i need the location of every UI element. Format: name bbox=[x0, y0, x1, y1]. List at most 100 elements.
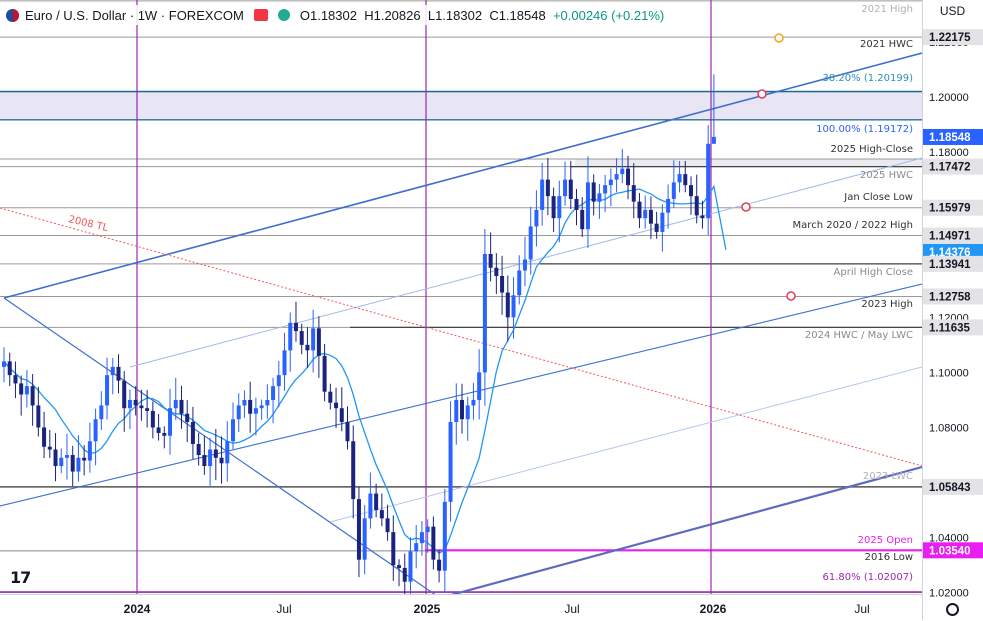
candle-body bbox=[591, 182, 596, 202]
level-label: April High Close bbox=[834, 267, 913, 278]
candle-body bbox=[517, 270, 522, 296]
high-value: H1.20826 bbox=[364, 7, 421, 23]
time-axis[interactable] bbox=[0, 594, 922, 621]
level-label: Jan Close Low bbox=[843, 192, 913, 203]
candle-body bbox=[82, 457, 87, 461]
candle-body bbox=[185, 413, 190, 422]
candle-body bbox=[334, 402, 339, 409]
candle-body bbox=[374, 493, 379, 511]
candle-body bbox=[671, 182, 676, 199]
price-axis[interactable] bbox=[922, 0, 983, 620]
candle-body bbox=[19, 383, 24, 395]
candle-body bbox=[47, 446, 52, 450]
candle-body bbox=[540, 179, 545, 210]
candle-body bbox=[694, 196, 699, 216]
candle-body bbox=[311, 328, 316, 351]
candle-body bbox=[471, 399, 476, 406]
candle-body bbox=[626, 168, 631, 186]
candle-body bbox=[631, 185, 636, 202]
channel-base-line bbox=[450, 465, 922, 594]
candle-body bbox=[253, 408, 258, 414]
candle-body bbox=[105, 375, 110, 406]
symbol-header[interactable]: Euro / U.S. Dollar · 1W · FOREXCOM O1.18… bbox=[6, 5, 665, 25]
fib-band-zone bbox=[0, 91, 922, 120]
candle-body bbox=[528, 226, 533, 260]
candle-body bbox=[76, 457, 81, 472]
candle-body bbox=[168, 408, 173, 436]
candle-body bbox=[545, 179, 550, 197]
alert-icon[interactable] bbox=[253, 9, 268, 21]
market-status-icon[interactable] bbox=[277, 9, 290, 21]
candle-body bbox=[385, 518, 390, 533]
candle-body bbox=[494, 267, 499, 277]
candle-body bbox=[442, 501, 447, 571]
candle-body bbox=[585, 182, 590, 230]
candle-body bbox=[603, 185, 608, 194]
candle-body bbox=[482, 253, 487, 373]
candle-body bbox=[150, 410, 155, 428]
candle-body bbox=[265, 399, 270, 406]
candle-body bbox=[683, 174, 688, 186]
candle-body bbox=[316, 328, 321, 356]
level-label: 38.20% (1.20199) bbox=[823, 73, 914, 84]
candle-body bbox=[500, 276, 505, 293]
candle-body bbox=[351, 441, 356, 500]
candle-body bbox=[437, 559, 442, 571]
candle-body bbox=[271, 386, 276, 400]
candle-body bbox=[608, 179, 613, 186]
level-label: 2025 High-Close bbox=[831, 144, 913, 155]
candle-body bbox=[53, 449, 58, 467]
candle-body bbox=[620, 168, 625, 175]
candle-body bbox=[196, 444, 201, 456]
lower-channel-line bbox=[0, 283, 922, 507]
tradingview-logo[interactable]: 17 bbox=[10, 568, 31, 587]
candle-body bbox=[208, 449, 213, 467]
target-marker-orange bbox=[774, 33, 784, 43]
candle-body bbox=[213, 449, 218, 458]
tl-2008-line bbox=[0, 207, 922, 467]
candle-body bbox=[110, 366, 115, 376]
candle-body bbox=[419, 532, 424, 544]
channel-marker bbox=[786, 291, 796, 301]
candle-body bbox=[231, 419, 235, 442]
low-value: L1.18302 bbox=[427, 7, 483, 23]
candle-body bbox=[133, 399, 138, 406]
candle-body bbox=[379, 510, 384, 519]
candle-body bbox=[288, 322, 293, 351]
candle-body bbox=[660, 212, 665, 232]
candle-body bbox=[202, 455, 207, 467]
candle-body bbox=[293, 322, 298, 332]
pitchfork-lower bbox=[329, 366, 922, 523]
level-label: 2023 LWC bbox=[863, 471, 913, 482]
candle-body bbox=[64, 455, 69, 458]
candle-body bbox=[328, 391, 333, 403]
settings-gear-icon[interactable] bbox=[946, 603, 959, 616]
candle-body bbox=[368, 493, 373, 519]
candle-body bbox=[7, 361, 12, 376]
candle-body bbox=[339, 408, 344, 422]
level-label: March 2020 / 2022 High bbox=[793, 220, 913, 231]
candle-body bbox=[173, 399, 178, 409]
candle-body bbox=[574, 198, 579, 210]
chart-background bbox=[0, 0, 922, 594]
candle-body bbox=[99, 405, 104, 420]
level-label: 61.80% (1.02007) bbox=[823, 572, 914, 583]
candle-body bbox=[162, 432, 167, 436]
candle-body bbox=[648, 209, 653, 224]
candle-body bbox=[414, 543, 419, 552]
candle-body bbox=[282, 350, 287, 376]
candle-body bbox=[93, 419, 98, 442]
candle-body bbox=[145, 408, 150, 411]
candle-body bbox=[116, 366, 121, 381]
tl-2008-label: 2008 TL bbox=[67, 214, 109, 234]
candle-body bbox=[689, 185, 693, 197]
candle-body bbox=[522, 259, 527, 271]
candle-body bbox=[477, 372, 482, 400]
candle-body bbox=[408, 551, 413, 582]
candle-body bbox=[402, 567, 407, 582]
level-label: 2025 HWC bbox=[860, 170, 913, 181]
close-value: C1.18548 bbox=[489, 7, 546, 23]
candles-layer bbox=[2, 74, 716, 594]
currency-selector[interactable]: USD bbox=[939, 4, 966, 18]
